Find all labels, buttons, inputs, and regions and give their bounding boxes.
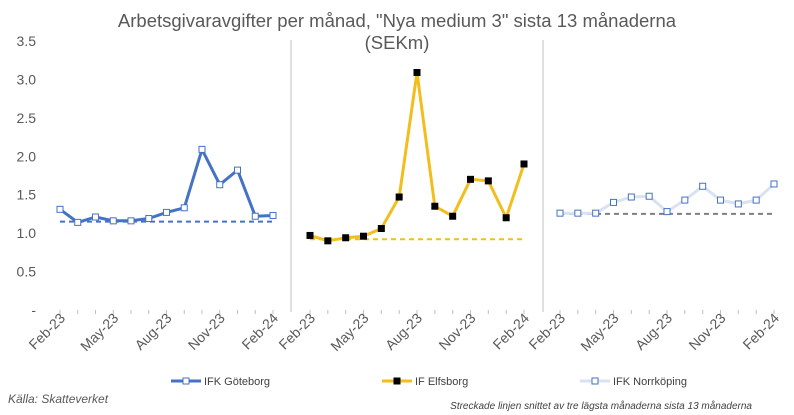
y-tick-label: - xyxy=(31,302,36,318)
series-line xyxy=(309,71,526,243)
data-point xyxy=(645,192,653,200)
panel-1: Feb-23 May-23 Aug-23 Nov-23 Feb-24 xyxy=(275,69,532,354)
data-point xyxy=(520,160,528,168)
x-tick-label: May-23 xyxy=(77,310,121,354)
data-point xyxy=(342,234,350,242)
x-tick-label: Nov-23 xyxy=(185,310,228,353)
data-point xyxy=(502,214,510,222)
data-point xyxy=(467,175,474,183)
x-tick-label: May-23 xyxy=(327,310,371,354)
data-point xyxy=(574,209,582,217)
data-point xyxy=(395,193,403,201)
data-point xyxy=(610,198,617,206)
data-point xyxy=(752,196,760,204)
data-point xyxy=(377,225,385,233)
chart-title-line1: Arbetsgivaravgifter per månad, "Nya medi… xyxy=(118,10,677,31)
y-tick-label: 2.5 xyxy=(17,110,37,126)
data-point xyxy=(592,209,600,217)
y-axis: 3.5 3.0 2.5 2.0 1.5 1.0 0.5 - xyxy=(17,33,37,318)
data-point xyxy=(770,180,778,188)
data-point xyxy=(269,211,277,219)
x-tick-label: Aug-23 xyxy=(131,310,174,353)
data-point xyxy=(198,145,206,153)
data-point xyxy=(484,177,492,185)
data-point xyxy=(324,237,332,245)
y-tick-label: 1.0 xyxy=(17,225,37,241)
legend-label: IFK Göteborg xyxy=(204,376,270,388)
data-point xyxy=(92,213,99,221)
legend-marker xyxy=(182,377,190,385)
y-tick-label: 3.0 xyxy=(17,71,37,87)
x-tick-label: Nov-23 xyxy=(685,310,728,353)
data-point xyxy=(306,231,314,239)
data-point xyxy=(163,208,170,216)
legend-label: IFK Norrköping xyxy=(613,376,687,388)
x-tick-label: Aug-23 xyxy=(382,310,425,353)
data-point xyxy=(413,69,421,77)
data-point xyxy=(180,204,188,212)
panel-0: Feb-23 May-23 Aug-23 Nov-23 Feb-24 xyxy=(25,145,281,354)
y-tick-label: 0.5 xyxy=(17,264,37,280)
y-tick-label: 3.5 xyxy=(17,33,37,49)
panel-2: Feb-23 May-23 Aug-23 Nov-23 Feb-24 xyxy=(525,180,782,354)
source-text: Källa: Skatteverket xyxy=(8,392,109,406)
data-point xyxy=(56,205,64,213)
chart-title-line2: (SEKm) xyxy=(365,32,430,53)
data-point xyxy=(717,196,724,204)
legend-label: IF Elfsborg xyxy=(415,376,468,388)
x-tick-label: May-23 xyxy=(577,310,621,354)
data-point xyxy=(734,200,742,208)
data-point xyxy=(109,217,117,225)
data-point xyxy=(234,166,241,174)
x-tick-label: Nov-23 xyxy=(435,310,478,353)
x-tick-label: Feb-24 xyxy=(238,310,281,353)
data-point xyxy=(663,208,671,216)
data-point xyxy=(127,217,135,225)
x-tick-label: Aug-23 xyxy=(632,310,675,353)
data-point xyxy=(145,215,153,223)
data-point xyxy=(251,212,259,220)
data-point xyxy=(360,232,367,240)
data-point xyxy=(627,193,635,201)
x-tick-label: Feb-24 xyxy=(489,310,532,353)
data-point xyxy=(449,212,457,220)
x-tick-label: Feb-23 xyxy=(525,310,568,353)
footnote-text: Streckade linjen snittet av tre lägsta m… xyxy=(450,400,752,412)
legend-marker xyxy=(393,377,401,385)
data-point xyxy=(74,218,82,226)
y-tick-label: 1.5 xyxy=(17,187,37,203)
data-point xyxy=(699,182,707,190)
data-point xyxy=(681,196,689,204)
y-tick-label: 2.0 xyxy=(17,148,37,164)
legend-marker xyxy=(591,377,599,385)
data-point xyxy=(216,181,224,189)
legend: IFK Göteborg IF Elfsborg IFK Norrköping xyxy=(171,376,687,388)
x-tick-label: Feb-24 xyxy=(739,310,782,353)
x-tick-label: Feb-23 xyxy=(275,310,318,353)
data-point xyxy=(556,209,564,217)
data-point xyxy=(431,202,439,210)
